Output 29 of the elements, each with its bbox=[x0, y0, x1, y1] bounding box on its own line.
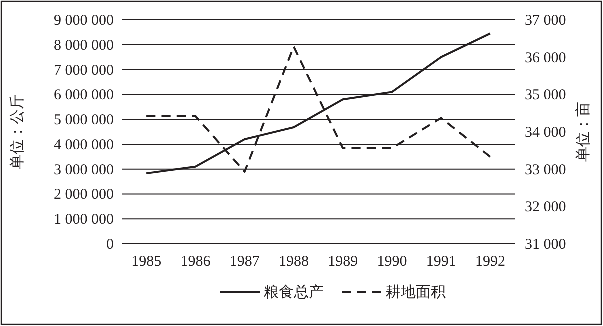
x-tick-label: 1990 bbox=[377, 254, 408, 270]
y-tick-label: 7 000 000 bbox=[54, 62, 114, 79]
x-tick-label: 1989 bbox=[328, 254, 358, 270]
y-tick-label: 3 000 000 bbox=[54, 162, 114, 178]
y-tick-label: 1 000 000 bbox=[54, 212, 114, 228]
x-tick-label: 1985 bbox=[132, 254, 162, 270]
y-tick-label: 9 000 000 bbox=[54, 13, 114, 29]
y2-axis-title: 单位：亩 bbox=[575, 102, 592, 162]
y-tick-label: 0 bbox=[106, 237, 114, 253]
legend-label: 耕地面积 bbox=[386, 284, 446, 301]
y-tick-label: 2 000 000 bbox=[54, 187, 114, 204]
y2-tick-label: 31 000 bbox=[525, 237, 566, 253]
x-tick-label: 1988 bbox=[278, 254, 309, 270]
x-tick-label: 1987 bbox=[230, 254, 260, 270]
legend-label: 粮食总产 bbox=[264, 284, 324, 301]
y-tick-label: 4 000 000 bbox=[54, 137, 114, 154]
x-tick-label: 1991 bbox=[426, 254, 456, 270]
y2-tick-label: 34 000 bbox=[525, 125, 566, 141]
y-axis-title: 单位：公斤 bbox=[9, 94, 26, 170]
y2-tick-label: 37 000 bbox=[525, 13, 566, 29]
y-tick-label: 5 000 000 bbox=[54, 112, 114, 129]
y2-tick-label: 35 000 bbox=[525, 88, 566, 104]
y2-tick-label: 32 000 bbox=[525, 200, 566, 216]
y2-tick-label: 36 000 bbox=[525, 50, 566, 66]
y2-tick-label: 33 000 bbox=[525, 162, 566, 178]
y-tick-label: 6 000 000 bbox=[54, 88, 114, 104]
y-tick-label: 8 000 000 bbox=[54, 38, 114, 54]
x-tick-label: 1992 bbox=[475, 254, 506, 270]
x-tick-label: 1986 bbox=[180, 254, 212, 270]
